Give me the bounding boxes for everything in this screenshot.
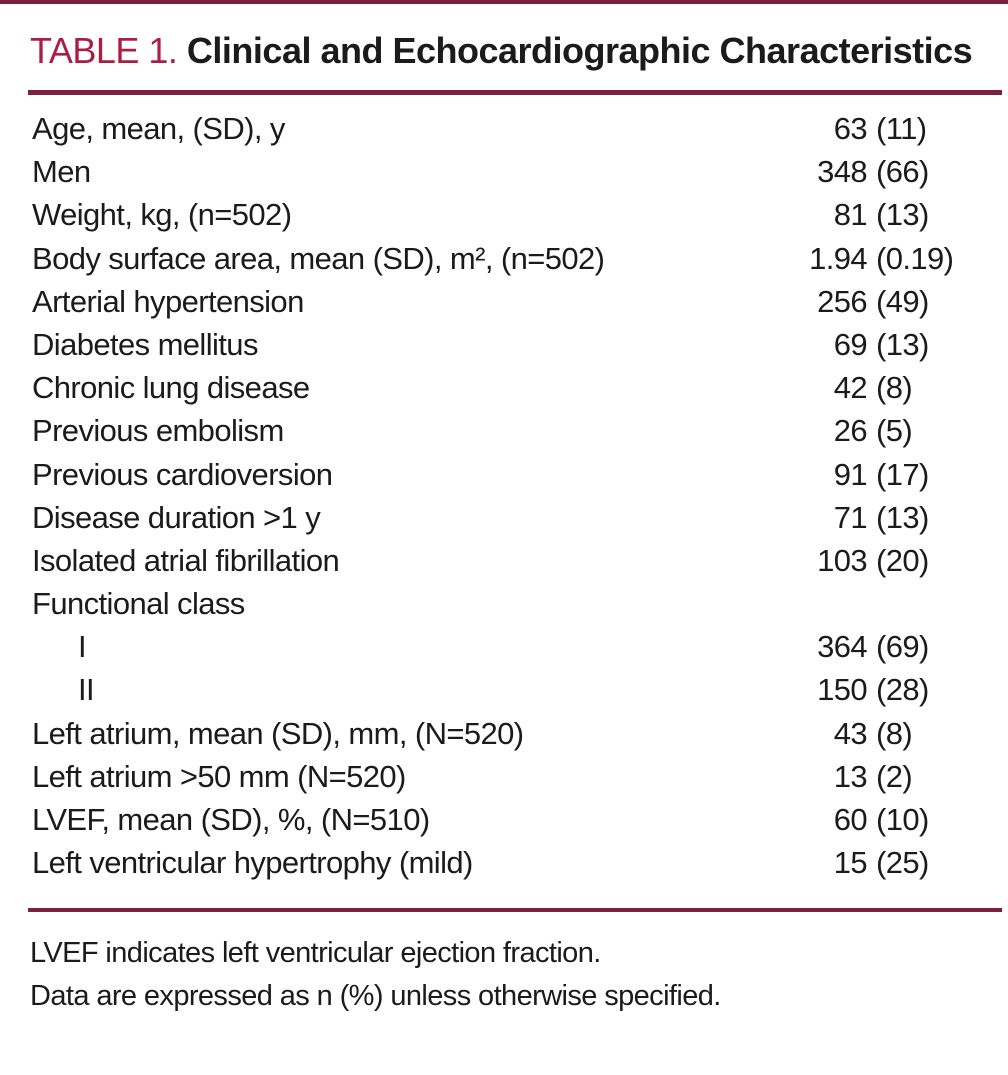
row-value-count: 81 bbox=[833, 197, 868, 233]
row-value-paren: (66) bbox=[876, 154, 929, 190]
row-value-paren: (13) bbox=[876, 499, 929, 535]
row-label: Diabetes mellitus bbox=[32, 326, 258, 362]
row-value-count: 348 bbox=[817, 154, 868, 190]
row-label: Chronic lung disease bbox=[32, 370, 310, 406]
table-body: Age, mean, (SD), y 63 (11) Men 348 (66) … bbox=[0, 107, 1008, 884]
header-divider bbox=[28, 90, 1002, 95]
row-value-paren: (13) bbox=[876, 197, 929, 233]
row-value-paren: (28) bbox=[876, 672, 929, 708]
top-divider bbox=[0, 0, 1008, 4]
footnote-abbreviation: LVEF indicates left ventricular ejection… bbox=[30, 937, 601, 970]
table-row: Previous embolism 26 (5) bbox=[0, 409, 1008, 452]
row-label: Previous cardioversion bbox=[32, 456, 333, 492]
table-row: Age, mean, (SD), y 63 (11) bbox=[0, 107, 1008, 150]
table-row-group-header: Functional class bbox=[0, 582, 1008, 625]
table-subrow: I 364 (69) bbox=[0, 625, 1008, 668]
row-label: Arterial hypertension bbox=[32, 283, 304, 319]
table-row: Left ventricular hypertrophy (mild) 15 (… bbox=[0, 841, 1008, 884]
row-label: Left atrium >50 mm (N=520) bbox=[32, 758, 406, 794]
row-value-paren: (5) bbox=[876, 413, 913, 449]
row-label: II bbox=[78, 672, 95, 708]
row-label: Previous embolism bbox=[32, 413, 284, 449]
row-value-count: 43 bbox=[833, 715, 868, 751]
row-value-paren: (2) bbox=[876, 758, 913, 794]
row-value-paren: (13) bbox=[876, 326, 929, 362]
table-row: Isolated atrial fibrillation 103 (20) bbox=[0, 539, 1008, 582]
row-value-count: 364 bbox=[817, 629, 868, 665]
table-subrow: II 150 (28) bbox=[0, 668, 1008, 711]
row-label: Isolated atrial fibrillation bbox=[32, 542, 340, 578]
row-label: Body surface area, mean (SD), m², (n=502… bbox=[32, 240, 605, 276]
row-value-count: 60 bbox=[833, 802, 868, 837]
row-label: LVEF, mean (SD), %, (N=510) bbox=[32, 802, 430, 837]
row-label: Left atrium, mean (SD), mm, (N=520) bbox=[32, 715, 524, 751]
row-value-count: 42 bbox=[833, 370, 868, 406]
row-label: Age, mean, (SD), y bbox=[32, 111, 285, 146]
table-title-text: Clinical and Echocardiographic Character… bbox=[186, 30, 973, 71]
table-row: Arterial hypertension 256 (49) bbox=[0, 280, 1008, 323]
row-value-count: 69 bbox=[833, 326, 868, 362]
table-row: Left atrium >50 mm (N=520) 13 (2) bbox=[0, 755, 1008, 798]
row-value-count: 91 bbox=[833, 456, 868, 492]
table-row: Disease duration >1 y 71 (13) bbox=[0, 496, 1008, 539]
row-value-paren: (49) bbox=[876, 283, 929, 319]
row-value-paren: (17) bbox=[876, 456, 929, 492]
table-row: Weight, kg, (n=502) 81 (13) bbox=[0, 193, 1008, 236]
row-label: Men bbox=[32, 154, 91, 190]
row-value-paren: (25) bbox=[876, 845, 929, 881]
row-value-count: 71 bbox=[833, 499, 868, 535]
row-label: Disease duration >1 y bbox=[32, 499, 321, 535]
row-label: Functional class bbox=[32, 586, 245, 622]
table-title: TABLE 1. Clinical and Echocardiographic … bbox=[30, 26, 974, 76]
row-value-paren: (20) bbox=[876, 542, 929, 578]
row-label: Weight, kg, (n=502) bbox=[32, 197, 292, 233]
row-value-paren: (10) bbox=[876, 802, 929, 837]
table-row: LVEF, mean (SD), %, (N=510) 60 (10) bbox=[0, 798, 1008, 841]
row-label: I bbox=[78, 629, 87, 665]
row-value-count: 256 bbox=[817, 283, 868, 319]
footer-divider bbox=[28, 908, 1002, 913]
table-row: Previous cardioversion 91 (17) bbox=[0, 453, 1008, 496]
row-value-paren: (0.19) bbox=[876, 240, 954, 276]
table-row: Body surface area, mean (SD), m², (n=502… bbox=[0, 237, 1008, 280]
row-value-paren: (8) bbox=[876, 370, 913, 406]
row-value-paren: (69) bbox=[876, 629, 929, 665]
table-row: Chronic lung disease 42 (8) bbox=[0, 366, 1008, 409]
table-row: Left atrium, mean (SD), mm, (N=520) 43 (… bbox=[0, 712, 1008, 755]
table-footnotes: LVEF indicates left ventricular ejection… bbox=[30, 932, 978, 1018]
row-value-count: 1.94 bbox=[809, 240, 868, 276]
footnote-data-format: Data are expressed as n (%) unless other… bbox=[30, 980, 721, 1013]
row-value-count: 15 bbox=[833, 845, 868, 881]
row-label: Left ventricular hypertrophy (mild) bbox=[32, 845, 473, 881]
row-value-count: 63 bbox=[833, 111, 868, 146]
row-value-paren: (8) bbox=[876, 715, 913, 751]
table-number-label: TABLE 1. bbox=[30, 30, 178, 71]
table-row: Diabetes mellitus 69 (13) bbox=[0, 323, 1008, 366]
table-row: Men 348 (66) bbox=[0, 150, 1008, 193]
row-value-count: 103 bbox=[817, 542, 868, 578]
row-value-paren: (11) bbox=[876, 111, 927, 146]
row-value-count: 26 bbox=[833, 413, 868, 449]
row-value-count: 13 bbox=[833, 758, 868, 794]
row-value-count: 150 bbox=[817, 672, 868, 708]
